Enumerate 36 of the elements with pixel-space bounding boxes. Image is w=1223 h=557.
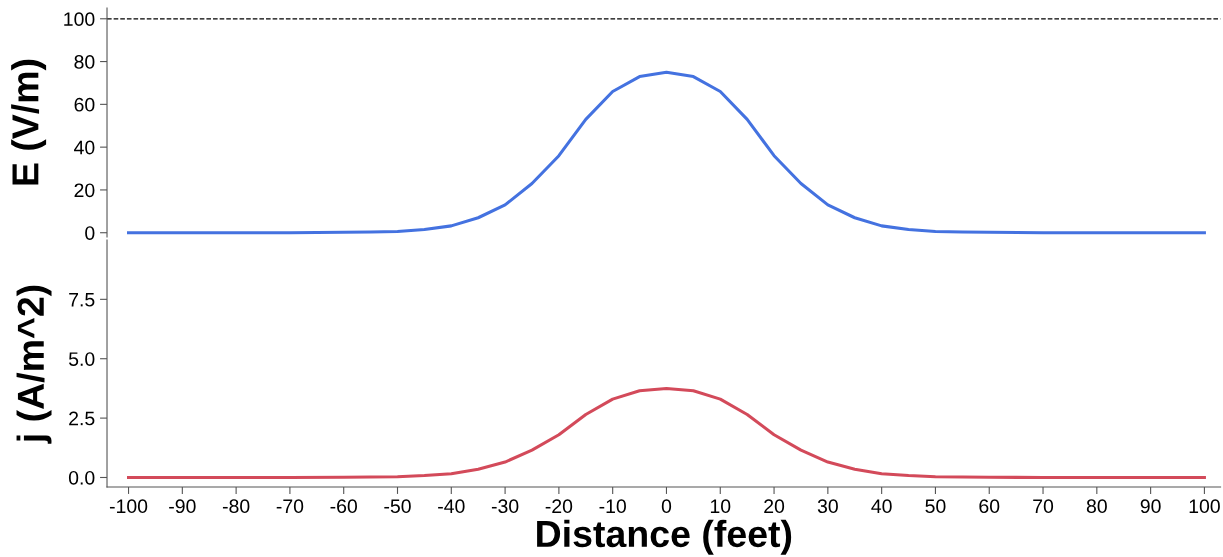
y-tick-label: 40 xyxy=(74,140,95,155)
y-tick-label: 60 xyxy=(74,97,95,112)
x-tick-label: 80 xyxy=(1086,499,1107,514)
x-tick-label: -20 xyxy=(545,499,573,514)
x-tick-label: 70 xyxy=(1033,499,1054,514)
x-tick-label: -90 xyxy=(169,499,196,514)
x-tick-label: 60 xyxy=(979,499,1000,514)
x-tick-label: -10 xyxy=(599,499,626,514)
y-tick-label: 5.0 xyxy=(68,352,95,366)
y-tick-label: 2.5 xyxy=(69,411,95,426)
x-tick-label: 20 xyxy=(764,499,785,514)
y-tick-label: 100 xyxy=(64,12,95,27)
line-series xyxy=(127,386,1206,480)
line-series xyxy=(127,70,1206,235)
x-tick-label: -70 xyxy=(276,499,304,514)
x-tick-label: -50 xyxy=(384,499,411,514)
x-tick-label: 10 xyxy=(710,499,731,514)
x-tick-label: -30 xyxy=(491,499,519,514)
x-axis-title: Distance (feet) xyxy=(537,519,792,555)
x-tick-label: -60 xyxy=(330,499,357,514)
x-tick-label: 90 xyxy=(1140,499,1161,514)
y-tick-label: 0.0 xyxy=(68,470,95,485)
x-tick-label: 100 xyxy=(1189,499,1220,514)
y-tick-label: 0 xyxy=(85,226,95,240)
y-tick-label: 7.5 xyxy=(69,293,95,307)
y-axis-title: E (V/m) xyxy=(11,59,47,185)
x-tick-label: -40 xyxy=(438,499,465,514)
y-tick-label: 20 xyxy=(74,183,95,198)
y-axis-title: j (A/m^2) xyxy=(16,285,52,444)
y-tick-label: 80 xyxy=(74,55,95,69)
x-tick-label: 30 xyxy=(817,499,838,514)
x-tick-label: -100 xyxy=(109,499,148,514)
x-tick-label: 0 xyxy=(661,499,672,514)
x-tick-label: -80 xyxy=(222,499,250,514)
x-tick-label: 50 xyxy=(925,499,946,514)
x-tick-label: 40 xyxy=(871,499,892,514)
